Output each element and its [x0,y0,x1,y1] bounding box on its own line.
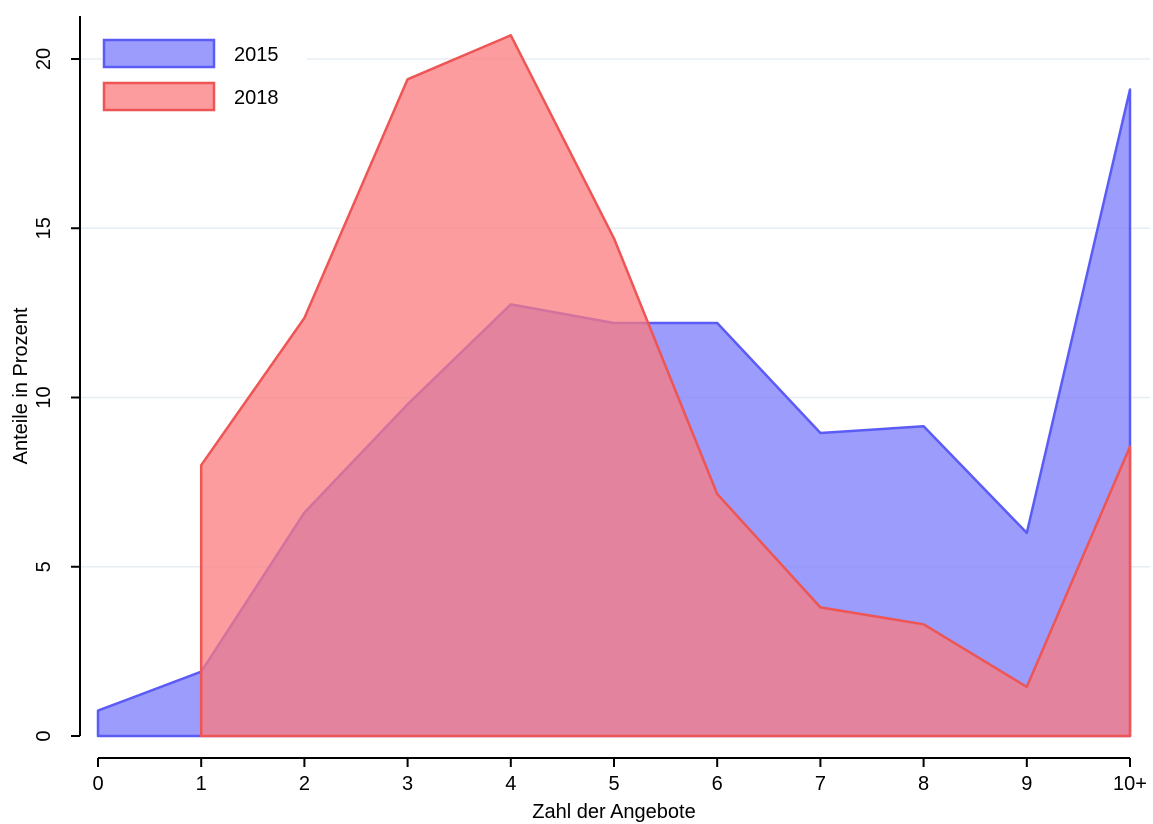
legend: 2015 2018 [102,28,307,120]
x-tick-label: 4 [505,773,516,795]
y-tick-label: 5 [33,561,55,572]
x-axis-title: Zahl der Angebote [532,801,695,823]
x-tick-label: 2 [299,773,310,795]
axes: 0 5 10 15 20 0 1 2 3 4 5 6 7 8 9 10+ [33,16,1147,795]
x-tick-label: 6 [712,773,723,795]
y-tick-label: 0 [33,730,55,741]
x-tick-label: 1 [196,773,207,795]
legend-label-2015: 2015 [234,44,279,66]
legend-swatch-2015 [102,38,216,69]
y-tick-label: 20 [33,48,55,70]
plot-area [96,34,1132,738]
area-series-2018 [199,34,1132,738]
x-tick-label: 10+ [1113,773,1147,795]
x-tick-label: 8 [918,773,929,795]
y-tick-label: 10 [33,386,55,408]
x-tick-label: 0 [92,773,103,795]
y-axis-title: Anteile in Prozent [10,307,32,464]
legend-swatch-2018 [102,81,216,112]
x-tick-label: 7 [815,773,826,795]
x-tick-label: 9 [1021,773,1032,795]
x-tick-label: 5 [608,773,619,795]
y-tick-label: 15 [33,217,55,239]
legend-label-2018: 2018 [234,87,279,109]
x-tick-label: 3 [402,773,413,795]
